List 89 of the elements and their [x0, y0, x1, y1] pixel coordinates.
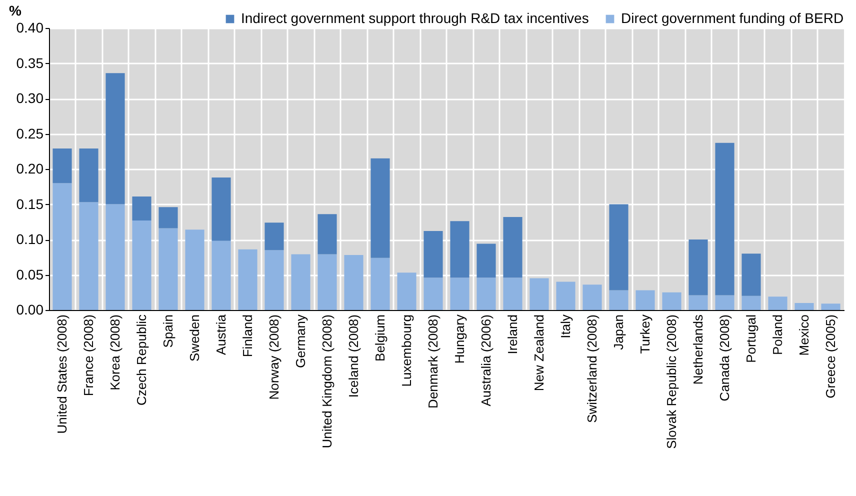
x-tick-label: Portugal	[743, 314, 758, 363]
x-tick-label: Norway (2008)	[266, 314, 282, 400]
x-tick-label: Iceland (2008)	[346, 314, 361, 398]
bar	[556, 282, 576, 310]
bar	[370, 258, 390, 310]
bar	[291, 254, 310, 310]
bar	[397, 272, 416, 310]
x-tick-label: Netherlands	[690, 314, 706, 385]
x-tick-label: Italy	[558, 314, 573, 338]
legend-label: Direct government funding of BERD	[621, 10, 844, 26]
bar	[476, 278, 496, 310]
y-axis-title: %	[9, 2, 22, 18]
bar	[79, 202, 98, 310]
x-tick-label: Luxembourg	[398, 314, 414, 387]
bar	[768, 296, 788, 310]
x-tick-label: Australia (2006)	[478, 314, 494, 406]
x-tick-label: Japan	[610, 314, 626, 350]
bar	[582, 284, 602, 310]
bar	[212, 240, 231, 310]
bar	[238, 249, 258, 310]
bar	[609, 204, 628, 290]
bar	[688, 240, 708, 296]
y-tick-label: 0.00	[16, 302, 44, 318]
y-tick-label: 0.25	[16, 125, 44, 142]
bar	[106, 204, 125, 310]
bar	[370, 158, 390, 258]
bar	[52, 148, 72, 184]
x-tick-label: Hungary	[452, 314, 467, 364]
x-tick-label: Greece (2005)	[822, 314, 838, 398]
bar	[264, 222, 284, 250]
bar	[132, 196, 152, 220]
bar	[794, 302, 814, 310]
bar	[424, 231, 443, 278]
bar	[503, 278, 522, 310]
y-tick-label: 0.20	[16, 160, 44, 176]
bar	[636, 290, 655, 310]
y-tick-label: 0.35	[16, 54, 44, 71]
bar	[318, 214, 337, 254]
bar	[609, 290, 628, 310]
x-tick-label: Canada (2008)	[716, 314, 732, 402]
bar	[688, 295, 708, 310]
y-tick-label: 0.40	[16, 20, 44, 36]
bar	[742, 254, 761, 296]
x-tick-label: Germany	[292, 314, 308, 368]
bar	[212, 177, 231, 241]
x-tick-label: Czech Republic	[134, 314, 149, 406]
bar	[715, 295, 734, 310]
bar	[503, 216, 522, 278]
y-tick-label: 0.30	[16, 90, 44, 106]
bar	[821, 304, 840, 310]
bar	[79, 148, 98, 202]
y-tick-label: 0.15	[16, 196, 44, 212]
y-tick-label: 0.10	[16, 231, 44, 247]
bar	[185, 230, 204, 310]
bar	[715, 142, 734, 296]
bar	[132, 220, 152, 310]
x-tick-label: Denmark (2008)	[425, 314, 440, 408]
bar	[158, 207, 178, 228]
x-tick-label: Korea (2008)	[107, 314, 122, 390]
bar	[530, 278, 549, 310]
bar	[662, 292, 682, 310]
x-tick-label: Mexico	[796, 314, 812, 356]
bar	[424, 278, 443, 310]
x-tick-label: Spain	[160, 314, 176, 348]
bar	[52, 183, 72, 310]
bar	[264, 250, 284, 310]
bar	[476, 244, 496, 278]
bar	[450, 221, 470, 278]
x-tick-label: United Kingdom (2008)	[319, 314, 334, 448]
x-tick-label: United States (2008)	[54, 314, 70, 434]
bar	[318, 254, 337, 310]
x-tick-label: Switzerland (2008)	[584, 314, 600, 423]
x-tick-label: Turkey	[637, 314, 652, 354]
x-tick-label: New Zealand	[531, 314, 546, 392]
x-tick-label: Sweden	[186, 314, 202, 362]
x-tick-label: Ireland	[504, 314, 520, 354]
x-tick-label: Poland	[770, 314, 785, 355]
legend-label: Indirect government support through R&D tax incentives	[241, 10, 589, 26]
x-tick-label: Slovak Republic (2008)	[664, 314, 679, 449]
x-tick-label: France (2008)	[80, 314, 96, 396]
bar	[106, 73, 125, 204]
x-tick-label: Belgium	[372, 314, 388, 362]
x-tick-label: Finland	[240, 314, 255, 358]
bar	[344, 255, 364, 310]
y-tick-label: 0.05	[16, 266, 44, 282]
x-tick-label: Austria	[213, 314, 228, 355]
bar	[742, 296, 761, 310]
bar	[158, 228, 178, 310]
bar	[450, 278, 470, 310]
